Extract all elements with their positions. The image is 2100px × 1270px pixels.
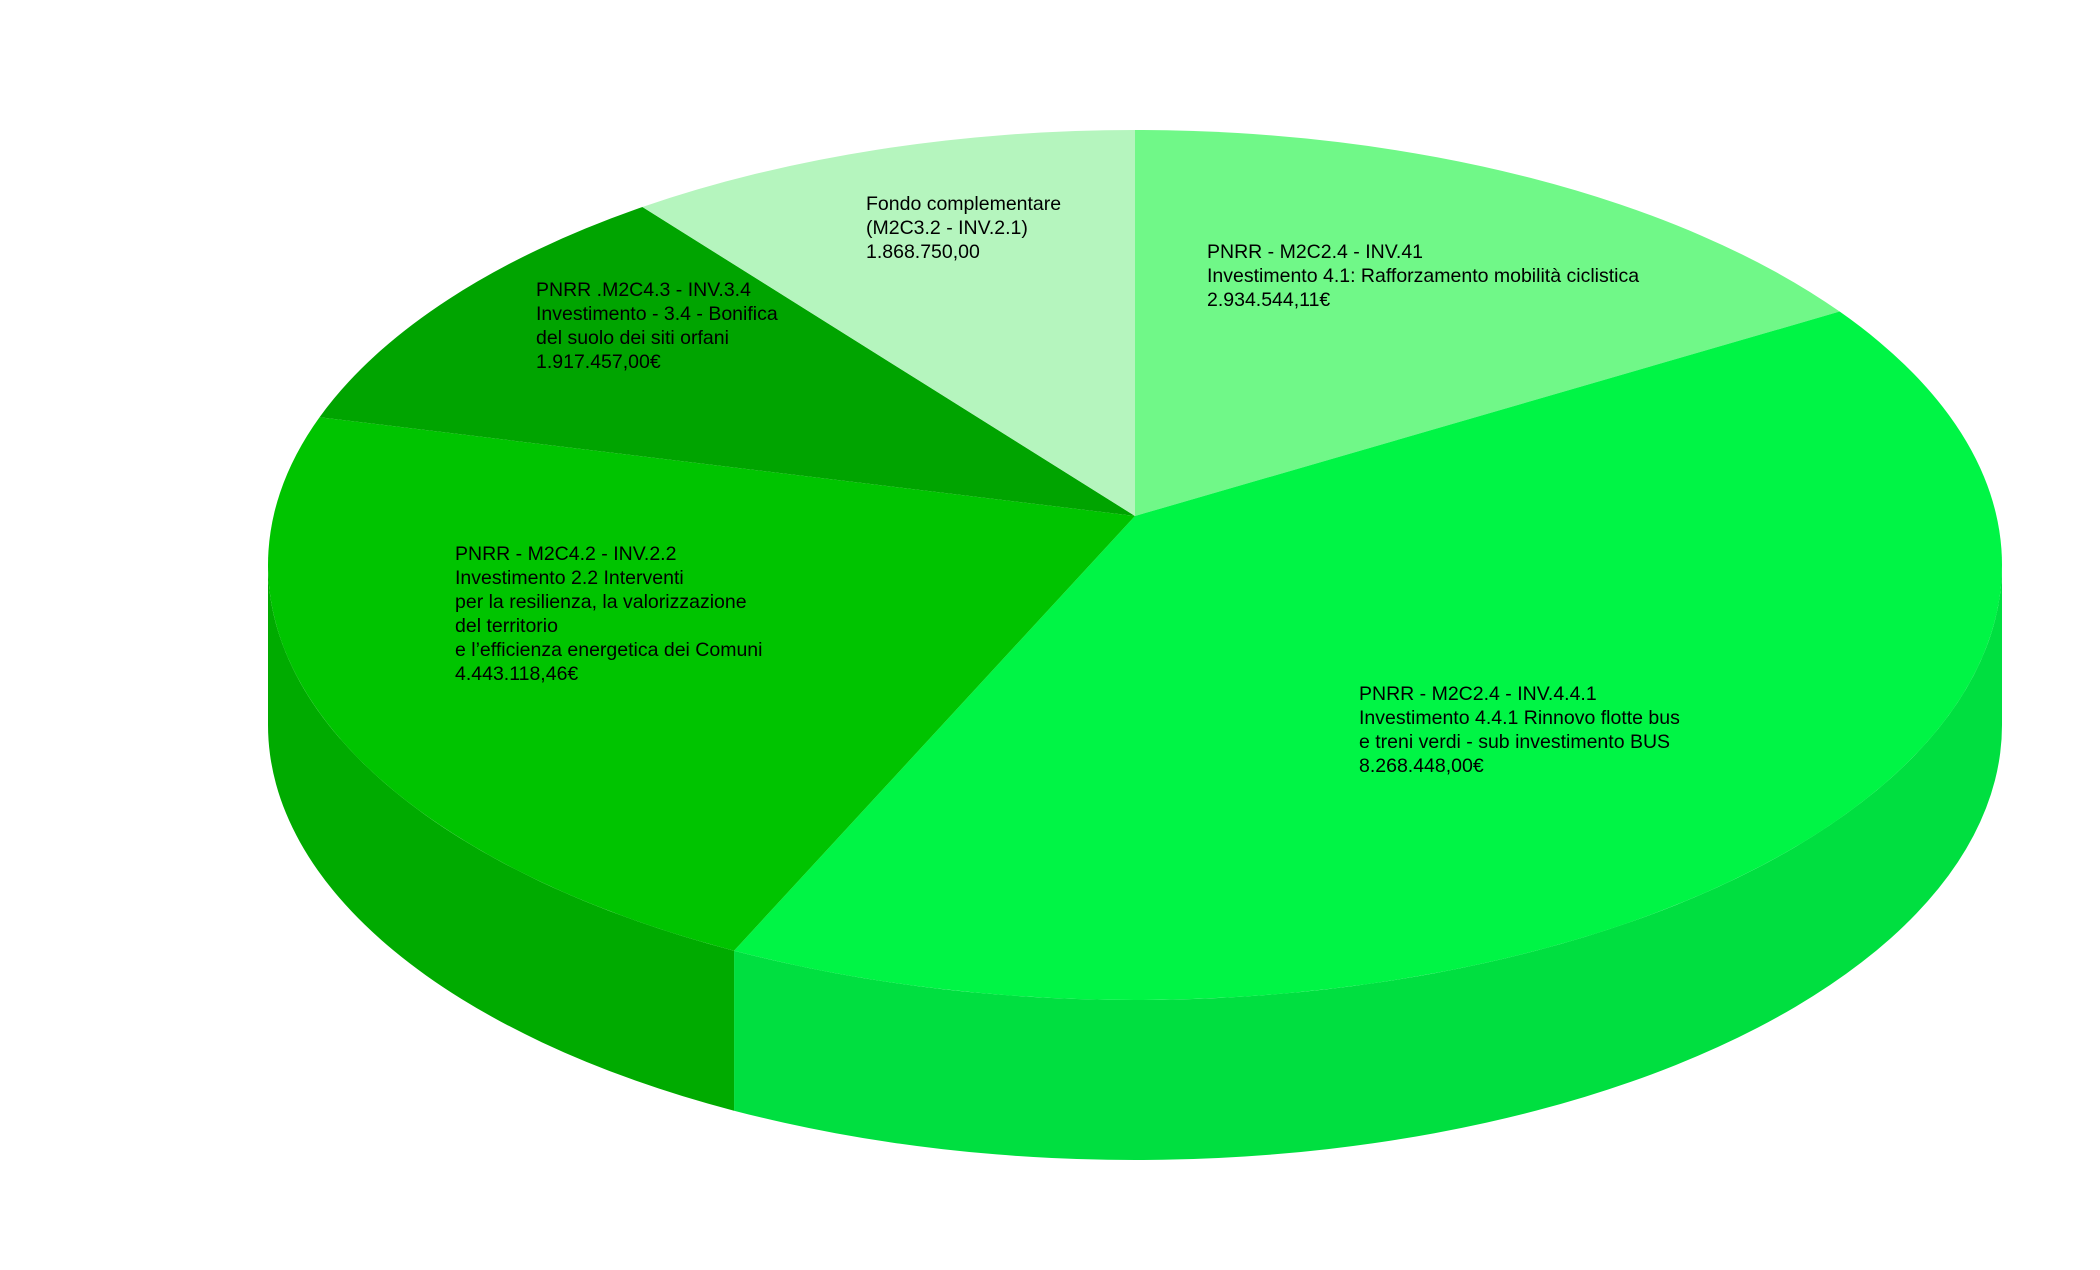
label-line: Investimento 4.1: Rafforzamento mobilità… bbox=[1207, 265, 1640, 287]
label-value: 1.917.457,00€ bbox=[536, 351, 661, 373]
label-line: e treni verdi - sub investimento BUS bbox=[1359, 731, 1671, 753]
label-line: Investimento 2.2 Interventi bbox=[455, 567, 684, 589]
label-value: 1.868.750,00 bbox=[866, 241, 980, 263]
slice-label-inv441: PNRR - M2C2.4 - INV.4.4.1 Investimento 4… bbox=[1359, 682, 1680, 778]
label-line: Investimento 4.4.1 Rinnovo flotte bus bbox=[1359, 707, 1680, 729]
label-value: 2.934.544,11€ bbox=[1207, 289, 1331, 311]
slice-top-4 bbox=[642, 130, 1135, 516]
label-line: PNRR - M2C2.4 - INV.41 bbox=[1207, 241, 1424, 263]
slice-label-inv22: PNRR - M2C4.2 - INV.2.2 Investimento 2.2… bbox=[455, 542, 763, 686]
slice-top-3 bbox=[319, 207, 1135, 516]
slice-side-2 bbox=[268, 565, 735, 1111]
slice-label-fondo: Fondo complementare (M2C3.2 - INV.2.1) 1… bbox=[866, 192, 1061, 264]
slice-label-inv41: PNRR - M2C2.4 - INV.41 Investimento 4.1:… bbox=[1207, 240, 1639, 312]
label-line: e l’efficienza energetica dei Comuni bbox=[455, 639, 763, 661]
slice-side-1 bbox=[734, 565, 2002, 1160]
label-line: (M2C3.2 - INV.2.1) bbox=[866, 217, 1028, 239]
slice-label-inv34: PNRR .M2C4.3 - INV.3.4 Investimento - 3.… bbox=[536, 278, 778, 374]
slice-top-0 bbox=[1135, 130, 1840, 516]
label-line: Investimento - 3.4 - Bonifica bbox=[536, 303, 778, 325]
slice-top-1 bbox=[734, 311, 2003, 1001]
label-value: 4.443.118,46€ bbox=[455, 663, 579, 685]
label-line: del suolo dei siti orfani bbox=[536, 327, 729, 349]
label-line: PNRR - M2C4.2 - INV.2.2 bbox=[455, 543, 677, 565]
label-value: 8.268.448,00€ bbox=[1359, 755, 1484, 777]
slice-top-2 bbox=[267, 417, 1135, 951]
label-line: PNRR - M2C2.4 - INV.4.4.1 bbox=[1359, 683, 1597, 705]
label-line: Fondo complementare bbox=[866, 193, 1062, 215]
label-line: PNRR .M2C4.3 - INV.3.4 bbox=[536, 279, 751, 301]
label-line: del territorio bbox=[455, 615, 558, 637]
label-line: per la resilienza, la valorizzazione bbox=[455, 591, 747, 613]
